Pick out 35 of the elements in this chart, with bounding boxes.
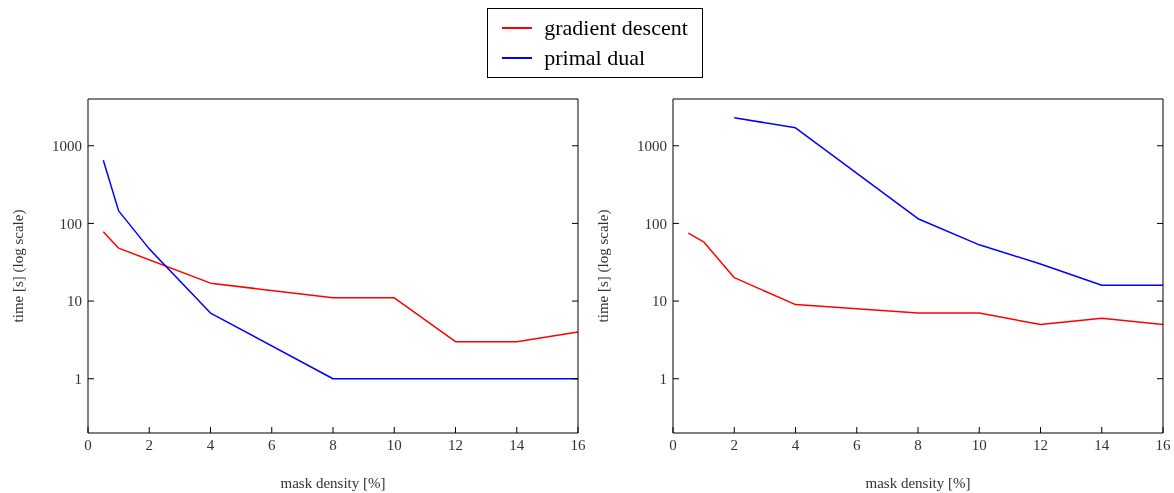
y-axis-title: time [s] (log scale) — [595, 209, 613, 323]
x-tick-label: 8 — [329, 436, 337, 453]
x-tick-label: 4 — [206, 436, 215, 453]
x-tick-label: 6 — [853, 436, 861, 453]
line-series — [687, 232, 1163, 326]
x-tick-label: 6 — [268, 436, 276, 453]
x-tick-label: 12 — [448, 436, 463, 453]
legend-label: gradient descent — [544, 14, 688, 42]
x-tick-label: 12 — [1033, 436, 1048, 453]
x-tick-label: 14 — [1094, 436, 1110, 453]
y-tick-label: 100 — [59, 215, 82, 232]
line-series — [733, 116, 1163, 286]
x-tick-label: 8 — [914, 436, 922, 453]
x-axis-title: mask density [%] — [865, 475, 971, 491]
legend-label: primal dual — [544, 44, 646, 72]
x-tick-label: 16 — [1155, 436, 1171, 453]
x-tick-label: 2 — [145, 436, 153, 453]
y-tick-label: 1000 — [637, 138, 667, 155]
x-axis-title: mask density [%] — [280, 475, 386, 491]
y-tick-label: 1000 — [52, 138, 82, 155]
y-tick-label: 10 — [652, 293, 667, 310]
x-tick-label: 14 — [509, 436, 525, 453]
x-tick-label: 10 — [971, 436, 987, 453]
x-tick-label: 16 — [570, 436, 586, 453]
y-tick-label: 1 — [659, 371, 667, 388]
x-tick-label: 0 — [669, 436, 677, 453]
y-tick-label: 100 — [644, 215, 667, 232]
x-tick-label: 4 — [791, 436, 800, 453]
y-tick-label: 10 — [67, 293, 82, 310]
line-series — [102, 231, 578, 343]
y-tick-label: 1 — [74, 371, 82, 388]
x-tick-label: 10 — [386, 436, 402, 453]
x-tick-label: 0 — [84, 436, 92, 453]
y-axis-title: time [s] (log scale) — [10, 209, 28, 323]
x-tick-label: 2 — [730, 436, 738, 453]
